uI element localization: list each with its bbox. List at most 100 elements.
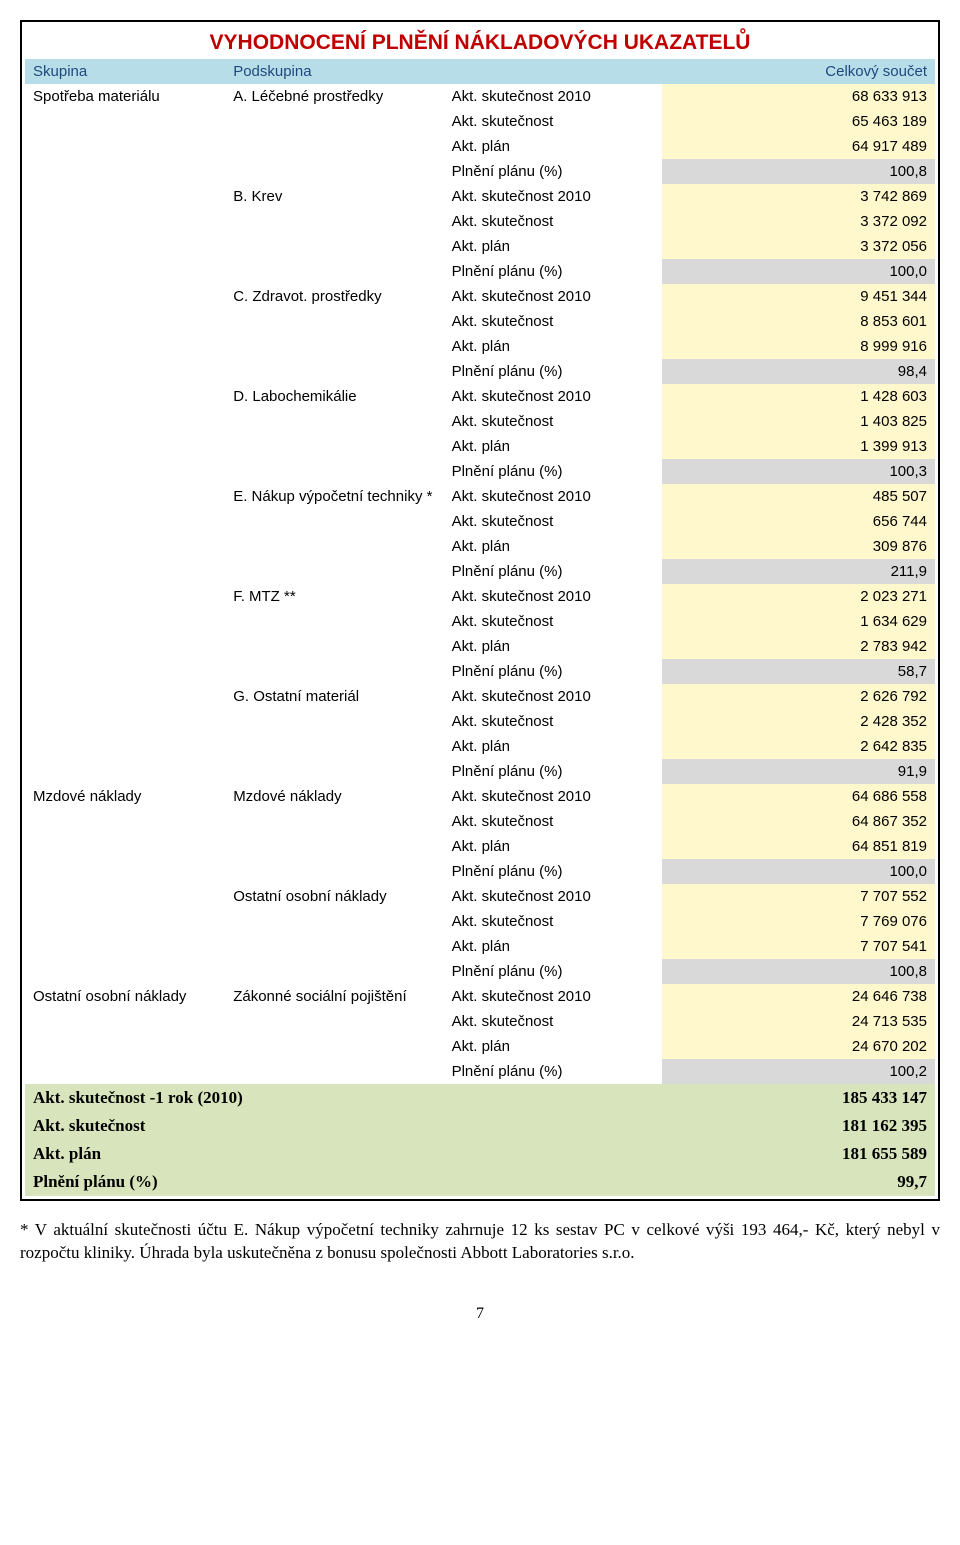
metric-value: 64 851 819: [662, 834, 935, 859]
metric-value: 24 670 202: [662, 1034, 935, 1059]
group-label: [25, 734, 225, 759]
metric-label: Akt. plán: [444, 534, 662, 559]
metric-value: 2 428 352: [662, 709, 935, 734]
group-label: [25, 609, 225, 634]
metric-value: 91,9: [662, 759, 935, 784]
metric-value: 1 634 629: [662, 609, 935, 634]
metric-label: Akt. skutečnost: [444, 209, 662, 234]
metric-value: 7 769 076: [662, 909, 935, 934]
group-label: [25, 459, 225, 484]
metric-value: 1 428 603: [662, 384, 935, 409]
table-row: Plnění plánu (%)211,9: [25, 559, 935, 584]
metric-label: Plnění plánu (%): [444, 459, 662, 484]
group-label: [25, 484, 225, 509]
metric-value: 1 403 825: [662, 409, 935, 434]
subgroup-label: E. Nákup výpočetní techniky *: [225, 484, 443, 509]
metric-label: Plnění plánu (%): [444, 959, 662, 984]
header-subgroup: Podskupina: [225, 59, 443, 84]
metric-label: Plnění plánu (%): [444, 759, 662, 784]
metric-label: Plnění plánu (%): [444, 259, 662, 284]
metric-value: 3 372 092: [662, 209, 935, 234]
table-row: Akt. skutečnost65 463 189: [25, 109, 935, 134]
metric-value: 656 744: [662, 509, 935, 534]
subgroup-label: [225, 459, 443, 484]
summary-row: Akt. plán181 655 589: [25, 1140, 935, 1168]
metric-value: 2 783 942: [662, 634, 935, 659]
subgroup-label: Ostatní osobní náklady: [225, 884, 443, 909]
table-row: Akt. skutečnost24 713 535: [25, 1009, 935, 1034]
footnote-text: * V aktuální skutečnosti účtu E. Nákup v…: [20, 1219, 940, 1265]
summary-label: Plnění plánu (%): [25, 1168, 662, 1196]
summary-label: Akt. plán: [25, 1140, 662, 1168]
metric-value: 100,8: [662, 159, 935, 184]
metric-value: 485 507: [662, 484, 935, 509]
table-row: E. Nákup výpočetní techniky *Akt. skuteč…: [25, 484, 935, 509]
table-row: Plnění plánu (%)100,8: [25, 159, 935, 184]
subgroup-label: [225, 159, 443, 184]
subgroup-label: [225, 309, 443, 334]
subgroup-label: F. MTZ **: [225, 584, 443, 609]
metric-value: 2 642 835: [662, 734, 935, 759]
metric-label: Akt. skutečnost: [444, 1009, 662, 1034]
group-label: [25, 584, 225, 609]
subgroup-label: G. Ostatní materiál: [225, 684, 443, 709]
metric-label: Akt. plán: [444, 934, 662, 959]
metric-value: 100,0: [662, 259, 935, 284]
metric-label: Plnění plánu (%): [444, 559, 662, 584]
group-label: Mzdové náklady: [25, 784, 225, 809]
metric-value: 64 686 558: [662, 784, 935, 809]
metric-label: Akt. skutečnost: [444, 609, 662, 634]
group-label: Ostatní osobní náklady: [25, 984, 225, 1009]
subgroup-label: [225, 409, 443, 434]
metric-value: 100,3: [662, 459, 935, 484]
group-label: [25, 234, 225, 259]
group-label: [25, 359, 225, 384]
summary-value: 185 433 147: [662, 1084, 935, 1112]
metric-label: Plnění plánu (%): [444, 859, 662, 884]
metric-value: 8 853 601: [662, 309, 935, 334]
metric-value: 64 867 352: [662, 809, 935, 834]
metric-label: Akt. skutečnost 2010: [444, 84, 662, 109]
metric-value: 100,2: [662, 1059, 935, 1084]
group-label: [25, 534, 225, 559]
group-label: [25, 134, 225, 159]
summary-row: Plnění plánu (%)99,7: [25, 1168, 935, 1196]
metric-label: Akt. skutečnost: [444, 409, 662, 434]
table-row: Akt. plán7 707 541: [25, 934, 935, 959]
metric-value: 58,7: [662, 659, 935, 684]
table-row: Ostatní osobní nákladyAkt. skutečnost 20…: [25, 884, 935, 909]
metric-label: Akt. skutečnost: [444, 309, 662, 334]
subgroup-label: [225, 109, 443, 134]
group-label: [25, 409, 225, 434]
group-label: [25, 384, 225, 409]
metric-value: 309 876: [662, 534, 935, 559]
metric-label: Akt. plán: [444, 334, 662, 359]
table-row: Plnění plánu (%)91,9: [25, 759, 935, 784]
summary-value: 99,7: [662, 1168, 935, 1196]
table-row: F. MTZ **Akt. skutečnost 20102 023 271: [25, 584, 935, 609]
subgroup-label: [225, 909, 443, 934]
table-row: Akt. skutečnost2 428 352: [25, 709, 935, 734]
group-label: Spotřeba materiálu: [25, 84, 225, 109]
table-row: Mzdové nákladyMzdové nákladyAkt. skutečn…: [25, 784, 935, 809]
group-label: [25, 709, 225, 734]
metric-label: Akt. plán: [444, 234, 662, 259]
subgroup-label: [225, 209, 443, 234]
subgroup-label: C. Zdravot. prostředky: [225, 284, 443, 309]
metric-label: Akt. skutečnost 2010: [444, 984, 662, 1009]
metric-value: 65 463 189: [662, 109, 935, 134]
metric-value: 68 633 913: [662, 84, 935, 109]
metric-label: Akt. plán: [444, 634, 662, 659]
subgroup-label: [225, 1034, 443, 1059]
subgroup-label: [225, 859, 443, 884]
group-label: [25, 634, 225, 659]
table-row: Akt. skutečnost7 769 076: [25, 909, 935, 934]
metric-label: Akt. skutečnost 2010: [444, 684, 662, 709]
metric-label: Akt. skutečnost: [444, 709, 662, 734]
subgroup-label: [225, 1009, 443, 1034]
table-row: Akt. skutečnost8 853 601: [25, 309, 935, 334]
metric-label: Plnění plánu (%): [444, 659, 662, 684]
table-row: Ostatní osobní nákladyZákonné sociální p…: [25, 984, 935, 1009]
subgroup-label: A. Léčebné prostředky: [225, 84, 443, 109]
summary-value: 181 655 589: [662, 1140, 935, 1168]
